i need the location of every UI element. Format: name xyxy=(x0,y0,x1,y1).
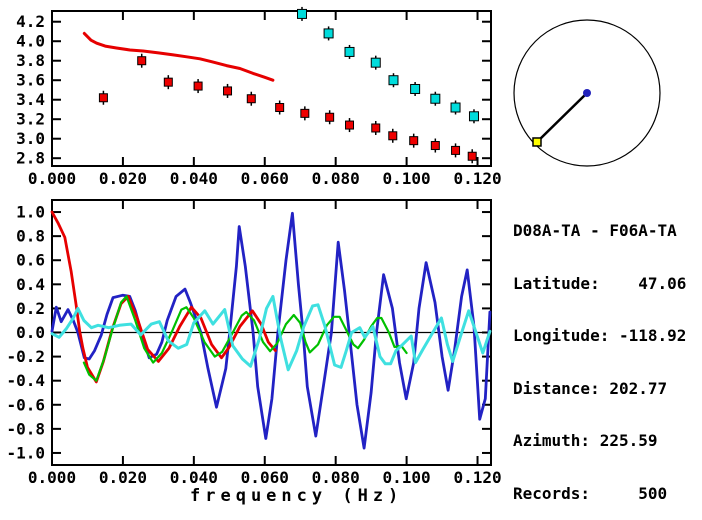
x-tick-label: 0.120 xyxy=(453,468,501,487)
y-tick-label: -0.8 xyxy=(6,419,45,438)
red-square-measurements-point xyxy=(246,94,256,104)
cyan-curve xyxy=(50,294,492,372)
cyan-square-measurements-point xyxy=(296,8,307,19)
axis-frame xyxy=(51,10,492,167)
red-square-measurements-point xyxy=(98,93,108,103)
dispersion-chart: 0.000 0.020 0.040 0.060 0.080 0.100 0.1202.83.… xyxy=(16,6,502,188)
y-tick-label: 0.0 xyxy=(16,323,45,342)
correlation-chart: 0.000 0.020 0.040 0.060 0.080 0.100 0.120 -1.0 -… xyxy=(6,199,502,487)
x-tick-label: 0.100 xyxy=(383,169,431,188)
green-curve xyxy=(82,295,408,382)
red-square-measurements-point xyxy=(193,81,203,91)
red-square-measurements-point xyxy=(467,151,477,161)
red-square-measurements-point xyxy=(137,56,147,66)
x-tick-label: 0.080 xyxy=(312,169,360,188)
y-tick-label: -0.4 xyxy=(6,371,45,390)
azimuth-circle xyxy=(513,19,661,167)
y-tick-label: 3.0 xyxy=(16,129,45,148)
red-square-measurements-point xyxy=(345,120,355,130)
red-square-measurements-point xyxy=(223,86,233,96)
red-square-measurements-point xyxy=(371,123,381,133)
info-records: Records: 500 xyxy=(513,483,668,503)
cyan-square-measurements-point xyxy=(370,57,381,68)
red-square-measurements-point xyxy=(163,77,173,87)
cyan-square-measurements-point xyxy=(450,102,461,113)
center-station-dot xyxy=(583,89,591,97)
y-tick-label: 0.4 xyxy=(16,275,45,294)
reference-dispersion-curve xyxy=(82,31,275,82)
info-longitude: Longitude: -118.92 xyxy=(513,326,687,345)
y-tick-label: -0.2 xyxy=(6,347,45,366)
y-tick-label: 3.2 xyxy=(16,110,45,129)
cyan-square-measurements-point xyxy=(410,83,421,94)
station-pair-title: D08A-TA - F06A-TA xyxy=(513,221,677,240)
x-tick-label: 0.040 xyxy=(170,169,218,188)
x-axis-title: frequency (Hz) xyxy=(190,486,404,506)
y-tick-label: -1.0 xyxy=(6,443,45,462)
x-tick-label: 0.040 xyxy=(170,468,218,487)
x-tick-label: 0.100 xyxy=(383,468,431,487)
y-tick-label: 0.2 xyxy=(16,299,45,318)
x-tick-label: 0.120 xyxy=(453,169,501,188)
info-azimuth: Azimuth: 225.59 xyxy=(513,431,658,450)
cyan-square-measurements-point xyxy=(468,111,479,122)
info-distance: Distance: 202.77 xyxy=(513,378,668,398)
blue-curve xyxy=(50,211,492,450)
x-tick-label: 0.000 xyxy=(28,169,76,188)
x-tick-label: 0.060 xyxy=(241,468,289,487)
x-tick-label: 0.000 xyxy=(28,468,76,487)
station-marker xyxy=(532,137,542,147)
station-info-panel: D08A-TA - F06A-TA Latitude: 47.06 Longit… xyxy=(513,187,686,520)
azimuth-line xyxy=(536,92,588,143)
y-tick-label: 4.2 xyxy=(16,12,45,31)
y-tick-label: 0.6 xyxy=(16,251,45,270)
red-square-measurements-point xyxy=(275,103,285,113)
azimuth-widget xyxy=(513,19,661,167)
cyan-square-measurements-point xyxy=(388,75,399,86)
x-tick-label: 0.020 xyxy=(99,169,147,188)
red-square-measurements-point xyxy=(409,136,419,146)
cyan-square-measurements-point xyxy=(323,28,334,39)
y-tick-label: 2.8 xyxy=(16,149,45,168)
y-tick-label: 3.6 xyxy=(16,71,45,90)
y-tick-label: 4.0 xyxy=(16,32,45,51)
info-latitude: Latitude: 47.06 xyxy=(513,273,687,293)
y-tick-label: 3.8 xyxy=(16,51,45,70)
y-tick-label: -0.6 xyxy=(6,395,45,414)
red-square-measurements-point xyxy=(300,108,310,118)
x-tick-label: 0.080 xyxy=(312,468,360,487)
red-square-measurements-point xyxy=(451,145,461,155)
red-square-measurements-point xyxy=(388,131,398,141)
cyan-square-measurements-point xyxy=(344,46,355,57)
cyan-square-measurements-point xyxy=(430,93,441,104)
y-tick-label: 0.8 xyxy=(16,227,45,246)
y-tick-label: 1.0 xyxy=(16,203,45,222)
x-tick-label: 0.020 xyxy=(99,468,147,487)
red-square-measurements-point xyxy=(430,141,440,151)
y-tick-label: 3.4 xyxy=(16,90,45,109)
red-square-measurements-point xyxy=(325,112,335,122)
x-tick-label: 0.060 xyxy=(241,169,289,188)
